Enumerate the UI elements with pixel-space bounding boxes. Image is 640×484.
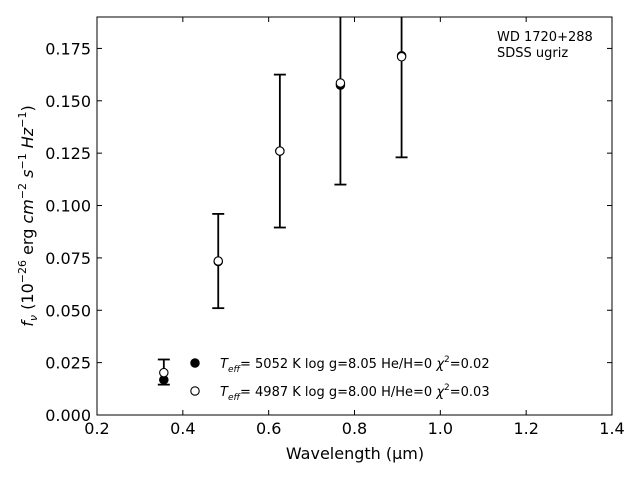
x-tick-label: 1.2 [513, 419, 538, 438]
legend-filled-marker [190, 358, 200, 368]
x-tick-label: 1.4 [599, 419, 624, 438]
legend-open-marker [190, 386, 200, 396]
plot-frame [96, 16, 613, 416]
x-axis-label: Wavelength (μm) [286, 444, 424, 463]
x-tick-label: 0.8 [342, 419, 367, 438]
open-model-point [159, 367, 169, 378]
open-model-point [335, 78, 346, 88]
survey-annotation: SDSS ugriz [497, 46, 568, 61]
y-tick-label: 0.100 [45, 197, 91, 216]
object-name-annotation: WD 1720+288 [497, 30, 593, 45]
x-tick-label: 0.2 [84, 419, 109, 438]
y-tick-label: 0.125 [45, 144, 91, 163]
y-tick-label: 0.075 [45, 249, 91, 268]
x-tick-label: 0.6 [256, 419, 281, 438]
open-model-point [275, 146, 285, 156]
legend-entry-text: Teff= 4987 K log g=8.00 H/He=0 χ2=0.03 [220, 383, 490, 403]
x-tick-label: 1.0 [428, 419, 453, 438]
y-tick-label: 0.025 [45, 354, 91, 373]
x-tick-label: 0.4 [170, 419, 195, 438]
y-tick-label: 0.150 [45, 92, 91, 111]
legend-entry-text: Teff= 5052 K log g=8.05 He/H=0 χ2=0.02 [220, 355, 490, 375]
y-tick-label: 0.175 [45, 39, 91, 58]
legend: Teff= 5052 K log g=8.05 He/H=0 χ2=0.02 Te… [190, 355, 490, 403]
open-model-point [396, 52, 407, 62]
y-axis-label: fν (10−26 erg cm−2 s−1 Hz−1) [16, 105, 40, 326]
y-tick-label: 0.000 [45, 406, 91, 425]
y-tick-label: 0.050 [45, 301, 91, 320]
open-model-point [213, 256, 223, 266]
